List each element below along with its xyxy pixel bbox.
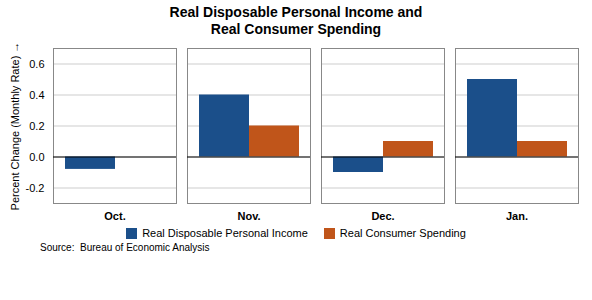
svg-text:Dec.: Dec. <box>371 210 394 222</box>
svg-text:0.2: 0.2 <box>29 120 44 132</box>
svg-text:0.4: 0.4 <box>29 89 44 101</box>
svg-text:Oct.: Oct. <box>104 210 125 222</box>
html-text:Source: Bureau of Economic Ana: Source: Bureau of Economic Analysis <box>40 242 210 253</box>
html-text:Real Consumer Spending: Real Consumer Spending <box>339 227 466 239</box>
html-text:Real Disposable Personal Incom: Real Disposable Personal Income <box>142 227 308 239</box>
svg-text:Nov.: Nov. <box>237 210 260 222</box>
html-text:Real Disposable Personal Incom: Real Disposable Personal Income and Real… <box>169 4 423 37</box>
svg-text:Jan.: Jan. <box>506 210 528 222</box>
svg-text:-0.2: -0.2 <box>26 182 45 194</box>
svg-text:0.0: 0.0 <box>29 151 44 163</box>
svg-text:0.6: 0.6 <box>29 58 44 70</box>
svg-text:Percent Change (Monthly Rate): Percent Change (Monthly Rate) → <box>9 42 21 211</box>
